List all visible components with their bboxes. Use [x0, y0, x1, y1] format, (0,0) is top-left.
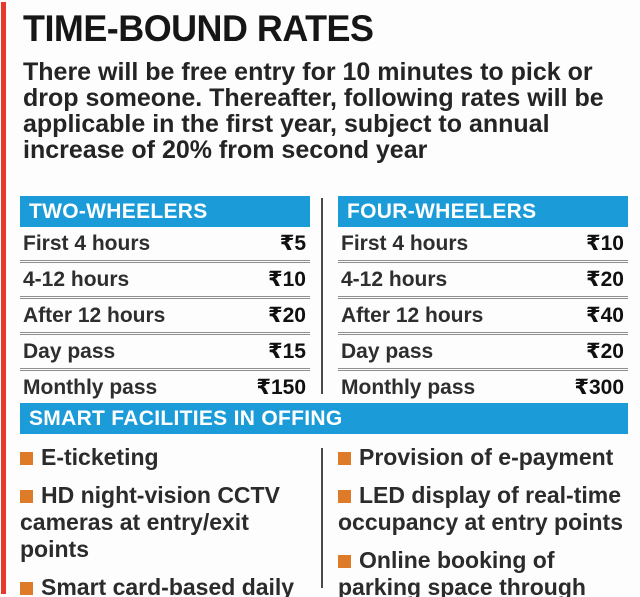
- page-title: TIME-BOUND RATES: [23, 8, 374, 49]
- four-wheelers-table: FOUR-WHEELERS First 4 hours ₹10 4-12 hou…: [338, 196, 628, 404]
- table-row: Day pass ₹20: [338, 335, 628, 371]
- bullet-square-icon: [338, 452, 351, 465]
- list-item: E-ticketing: [20, 444, 310, 471]
- two-wheelers-table: TWO-WHEELERS First 4 hours ₹5 4-12 hours…: [20, 196, 310, 404]
- bullet-square-icon: [20, 582, 33, 595]
- bullet-square-icon: [20, 490, 33, 503]
- two-wheelers-header: TWO-WHEELERS: [20, 196, 310, 227]
- bullet-square-icon: [20, 452, 33, 465]
- facility-label: HD night-vision CCTV cameras at entry/ex…: [20, 482, 280, 562]
- rate-label: 4-12 hours: [341, 267, 448, 291]
- rate-value: ₹150: [256, 376, 306, 399]
- red-accent-bar: [1, 2, 6, 594]
- rate-value: ₹5: [279, 232, 306, 255]
- rate-value: ₹20: [586, 268, 624, 291]
- list-item: Online booking of parking space through …: [338, 547, 628, 597]
- list-item: Provision of e-payment: [338, 444, 628, 471]
- facility-label: E-ticketing: [41, 444, 159, 470]
- table-row: 4-12 hours ₹20: [338, 263, 628, 299]
- facilities-left-column: E-ticketing HD night-vision CCTV cameras…: [20, 444, 310, 597]
- facility-label: LED display of real-time occupancy at en…: [338, 482, 624, 535]
- list-item: Smart card-based daily and monthly passe…: [20, 574, 310, 597]
- rate-value: ₹10: [586, 232, 624, 255]
- rate-label: Monthly pass: [23, 375, 158, 399]
- table-row: After 12 hours ₹40: [338, 299, 628, 335]
- table-row: First 4 hours ₹10: [338, 227, 628, 263]
- table-row: After 12 hours ₹20: [20, 299, 310, 335]
- rate-label: After 12 hours: [23, 303, 166, 327]
- table-row: 4-12 hours ₹10: [20, 263, 310, 299]
- bullet-square-icon: [338, 490, 351, 503]
- four-wheelers-header: FOUR-WHEELERS: [338, 196, 628, 227]
- rates-tables: TWO-WHEELERS First 4 hours ₹5 4-12 hours…: [20, 196, 628, 404]
- rate-label: Day pass: [23, 339, 116, 363]
- facilities-right-column: Provision of e-payment LED display of re…: [338, 444, 628, 597]
- table-row: Monthly pass ₹300: [338, 371, 628, 404]
- tables-divider: [321, 198, 323, 394]
- rate-value: ₹10: [268, 268, 306, 291]
- rate-label: Monthly pass: [341, 375, 476, 399]
- intro-text: There will be free entry for 10 minutes …: [23, 59, 623, 163]
- rate-label: First 4 hours: [341, 231, 469, 255]
- rate-value: ₹20: [268, 304, 306, 327]
- rate-label: After 12 hours: [341, 303, 484, 327]
- list-item: HD night-vision CCTV cameras at entry/ex…: [20, 482, 310, 563]
- bullet-square-icon: [338, 555, 351, 568]
- facilities-list: E-ticketing HD night-vision CCTV cameras…: [20, 444, 628, 597]
- intro-line: drop someone. Thereafter, following rate…: [23, 84, 604, 112]
- rate-label: First 4 hours: [23, 231, 151, 255]
- table-row: Day pass ₹15: [20, 335, 310, 371]
- facilities-divider: [321, 448, 323, 588]
- rate-value: ₹40: [586, 304, 624, 327]
- table-row: First 4 hours ₹5: [20, 227, 310, 263]
- list-item: LED display of real-time occupancy at en…: [338, 482, 628, 536]
- rate-label: Day pass: [341, 339, 434, 363]
- rate-value: ₹20: [586, 340, 624, 363]
- intro-line: applicable in the first year, subject to…: [23, 110, 550, 138]
- facility-label: Online booking of parking space through …: [338, 547, 586, 597]
- intro-line: increase of 20% from second year: [23, 136, 428, 164]
- facility-label: Smart card-based daily and monthly passe…: [41, 574, 295, 597]
- smart-facilities-header: SMART FACILITIES IN OFFING: [20, 403, 628, 434]
- rate-label: 4-12 hours: [23, 267, 130, 291]
- rate-value: ₹300: [574, 376, 624, 399]
- facility-label: Provision of e-payment: [359, 444, 614, 470]
- intro-line: There will be free entry for 10 minutes …: [23, 58, 593, 86]
- rate-value: ₹15: [268, 340, 306, 363]
- table-row: Monthly pass ₹150: [20, 371, 310, 404]
